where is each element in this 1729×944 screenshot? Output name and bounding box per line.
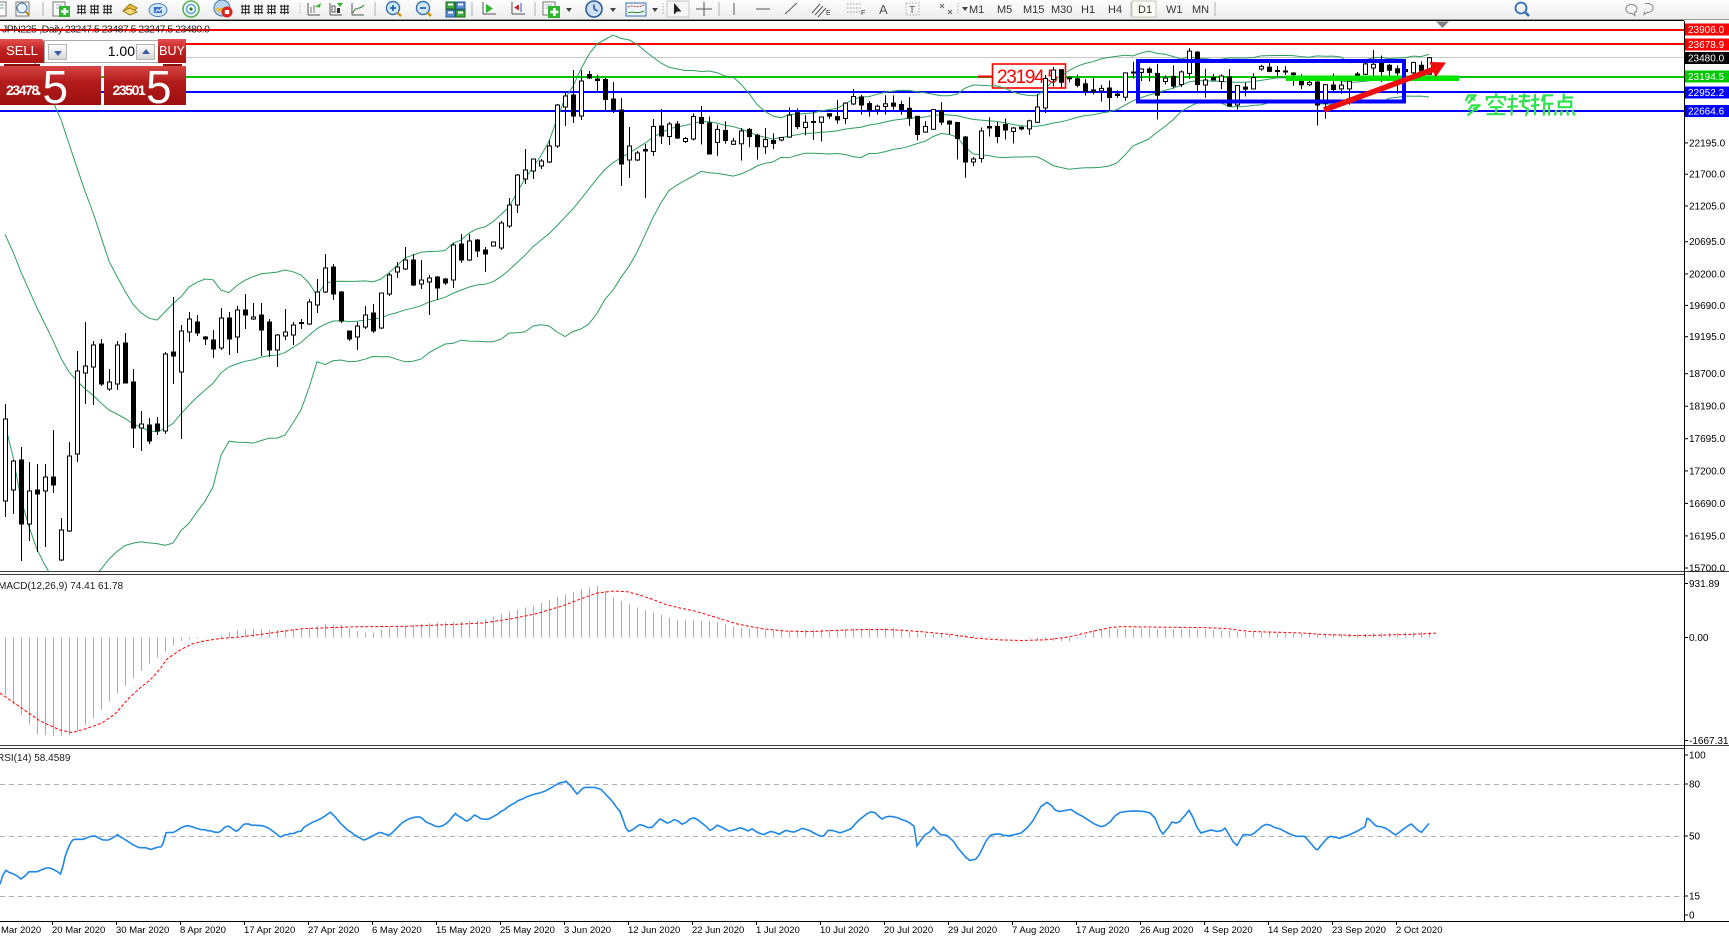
svg-text:15700.0: 15700.0 <box>1689 564 1726 575</box>
svg-text:100: 100 <box>1689 751 1706 762</box>
svg-text:D1: D1 <box>1138 4 1152 16</box>
svg-text:E: E <box>826 10 831 17</box>
svg-text:1 Jul 2020: 1 Jul 2020 <box>756 925 800 936</box>
svg-text:16195.0: 16195.0 <box>1689 531 1726 542</box>
svg-text:16690.0: 16690.0 <box>1689 499 1726 510</box>
svg-text:27 Apr 2020: 27 Apr 2020 <box>308 925 359 936</box>
svg-text:F: F <box>861 10 865 17</box>
svg-text:4 Sep 2020: 4 Sep 2020 <box>1204 925 1253 936</box>
svg-text:17 Apr 2020: 17 Apr 2020 <box>244 925 295 936</box>
svg-text:14 Sep 2020: 14 Sep 2020 <box>1268 925 1322 936</box>
svg-text:20695.0: 20695.0 <box>1689 237 1726 248</box>
svg-text:M30: M30 <box>1051 4 1072 16</box>
svg-text:MACD(12,26,9) 74.41 61.78: MACD(12,26,9) 74.41 61.78 <box>0 581 124 592</box>
svg-text:22664.6: 22664.6 <box>1688 107 1725 118</box>
svg-text:RSI(14) 58.4589: RSI(14) 58.4589 <box>0 753 71 764</box>
svg-text:21700.0: 21700.0 <box>1689 170 1726 181</box>
svg-text:2 Oct 2020: 2 Oct 2020 <box>1396 925 1442 936</box>
svg-text:18190.0: 18190.0 <box>1689 402 1726 413</box>
svg-text:0: 0 <box>1689 911 1695 922</box>
svg-text:30 Mar 2020: 30 Mar 2020 <box>116 925 169 936</box>
svg-text:H4: H4 <box>1108 4 1122 16</box>
svg-text:80: 80 <box>1689 780 1701 791</box>
svg-text:23480.0: 23480.0 <box>1688 54 1725 65</box>
svg-text:T: T <box>909 5 915 16</box>
svg-text:10 Jul 2020: 10 Jul 2020 <box>820 925 869 936</box>
svg-text:21205.0: 21205.0 <box>1689 202 1726 213</box>
svg-text:19690.0: 19690.0 <box>1689 301 1726 312</box>
svg-text:H1: H1 <box>1081 4 1095 16</box>
svg-text:25 May 2020: 25 May 2020 <box>500 925 555 936</box>
svg-text:-1667.31: -1667.31 <box>1689 736 1729 747</box>
svg-text:JPN225-,Daily 23247.5 23487.5: JPN225-,Daily 23247.5 23487.5 23247.5 23… <box>2 24 210 36</box>
svg-text:23678.9: 23678.9 <box>1688 40 1725 51</box>
svg-text:23906.0: 23906.0 <box>1688 25 1725 36</box>
svg-text:A: A <box>879 2 888 17</box>
svg-text:50: 50 <box>1689 832 1701 843</box>
svg-text:26 Aug 2020: 26 Aug 2020 <box>1140 925 1193 936</box>
svg-text:8 Apr 2020: 8 Apr 2020 <box>180 925 226 936</box>
svg-text:15: 15 <box>1689 892 1701 903</box>
svg-text:19195.0: 19195.0 <box>1689 332 1726 343</box>
svg-text:17200.0: 17200.0 <box>1689 466 1726 477</box>
svg-text:15 May 2020: 15 May 2020 <box>436 925 491 936</box>
svg-text:0.00: 0.00 <box>1689 633 1709 644</box>
svg-text:7 Aug 2020: 7 Aug 2020 <box>1012 925 1060 936</box>
svg-text:20 Mar 2020: 20 Mar 2020 <box>52 925 105 936</box>
svg-text:23194.5: 23194.5 <box>1688 72 1725 83</box>
svg-text:3 Jun 2020: 3 Jun 2020 <box>564 925 611 936</box>
svg-text:M1: M1 <box>969 4 984 16</box>
svg-text:M5: M5 <box>997 4 1012 16</box>
svg-text:M15: M15 <box>1023 4 1044 16</box>
svg-text:17 Aug 2020: 17 Aug 2020 <box>1076 925 1129 936</box>
svg-text:23 Sep 2020: 23 Sep 2020 <box>1332 925 1386 936</box>
svg-text:17695.0: 17695.0 <box>1689 434 1726 445</box>
svg-text:18700.0: 18700.0 <box>1689 369 1726 380</box>
svg-text:MN: MN <box>1192 4 1209 16</box>
svg-text:20 Jul 2020: 20 Jul 2020 <box>884 925 933 936</box>
svg-text:20200.0: 20200.0 <box>1689 269 1726 280</box>
svg-text:Mar 2020: Mar 2020 <box>1 925 41 936</box>
svg-text:6 May 2020: 6 May 2020 <box>372 925 422 936</box>
svg-text:22195.0: 22195.0 <box>1689 138 1726 149</box>
svg-text:12 Jun 2020: 12 Jun 2020 <box>628 925 680 936</box>
svg-text:931.89: 931.89 <box>1689 579 1720 590</box>
svg-text:22952.2: 22952.2 <box>1688 88 1725 99</box>
svg-text:22 Jun 2020: 22 Jun 2020 <box>692 925 744 936</box>
svg-text:29 Jul 2020: 29 Jul 2020 <box>948 925 997 936</box>
svg-text:W1: W1 <box>1166 4 1183 16</box>
